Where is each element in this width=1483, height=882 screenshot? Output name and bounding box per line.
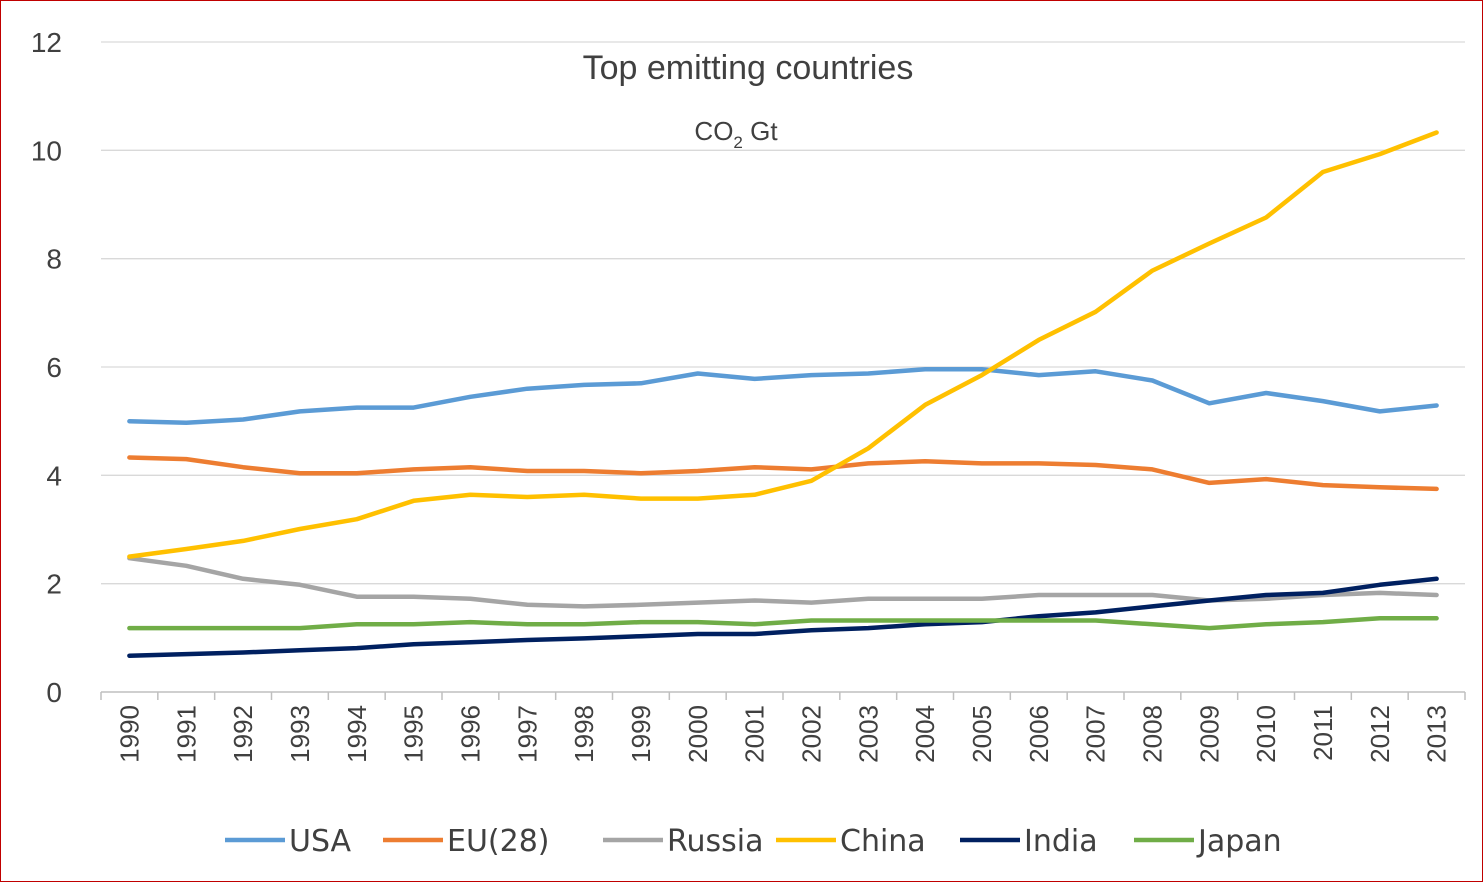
- x-tick-label: 1995: [399, 705, 429, 763]
- y-tick-label: 2: [46, 569, 62, 600]
- legend-label: India: [1024, 824, 1098, 859]
- legend-label: EU(28): [447, 824, 550, 859]
- x-axis: 1990 1991 1992 1993 1994 1995 1996 1997 1998 1999…: [100, 691, 1466, 763]
- x-tick-label: 1990: [114, 705, 144, 763]
- x-tick-label: 2004: [910, 705, 940, 763]
- x-tick-label: 2007: [1081, 705, 1111, 763]
- legend-label: China: [840, 824, 926, 859]
- legend-item: USA: [225, 824, 352, 859]
- x-tick-label: 2013: [1422, 705, 1452, 763]
- gridlines: [101, 41, 1465, 585]
- legend-item: India: [960, 824, 1098, 859]
- x-tick-label: 1999: [626, 705, 656, 763]
- y-tick-label: 0: [46, 677, 62, 708]
- series-line-india: [127, 576, 1439, 658]
- x-tick-label: 2002: [796, 705, 826, 763]
- x-tick-label: 1994: [342, 705, 372, 763]
- legend-item: Japan: [1134, 824, 1282, 859]
- chart-subtitle: CO2 Gt: [694, 116, 778, 152]
- x-tick-label: 1997: [512, 705, 542, 763]
- series-line-china: [127, 130, 1439, 559]
- legend-item: EU(28): [383, 824, 550, 859]
- y-tick-label: 6: [46, 352, 62, 383]
- x-tick-label: 1998: [569, 705, 599, 763]
- x-tick-label: 1992: [228, 705, 258, 763]
- series-lines: [127, 130, 1439, 658]
- x-tick-label: 2003: [853, 705, 883, 763]
- series-line-eu28: [127, 455, 1439, 492]
- x-tick-label: 2001: [740, 705, 770, 763]
- x-tick-label: 2006: [1024, 705, 1054, 763]
- legend-label: Japan: [1196, 824, 1282, 859]
- series-line-usa: [127, 366, 1439, 426]
- x-tick-label: 2012: [1365, 705, 1395, 763]
- subtitle-main: CO: [694, 116, 733, 146]
- x-tick-label: 1993: [285, 705, 315, 763]
- x-tick-label: 1996: [455, 705, 485, 763]
- x-tick-label: 2008: [1137, 705, 1167, 763]
- x-tick-label: 1991: [171, 705, 201, 763]
- legend-label: Russia: [667, 824, 764, 859]
- subtitle-rest: Gt: [743, 116, 778, 146]
- y-axis-ticks: 0 2 4 6 8 10 12: [31, 27, 62, 708]
- chart-title: Top emitting countries: [583, 49, 914, 87]
- legend: USA EU(28) Russia China India Japan: [225, 824, 1282, 859]
- y-tick-label: 10: [31, 135, 62, 166]
- legend-label: USA: [289, 824, 352, 859]
- legend-item: Russia: [603, 824, 764, 859]
- subtitle-subscript: 2: [733, 133, 742, 152]
- x-tick-label: 2011: [1308, 705, 1338, 761]
- x-tick-label: 2010: [1251, 705, 1281, 763]
- x-tick-label: 2005: [967, 705, 997, 763]
- x-tick-label: 2000: [683, 705, 713, 763]
- y-tick-label: 8: [46, 244, 62, 275]
- series-line-japan: [127, 616, 1439, 631]
- y-tick-label: 4: [46, 460, 62, 491]
- x-tick-label: 2009: [1194, 705, 1224, 763]
- legend-item: China: [776, 824, 926, 859]
- y-tick-label: 12: [31, 27, 62, 58]
